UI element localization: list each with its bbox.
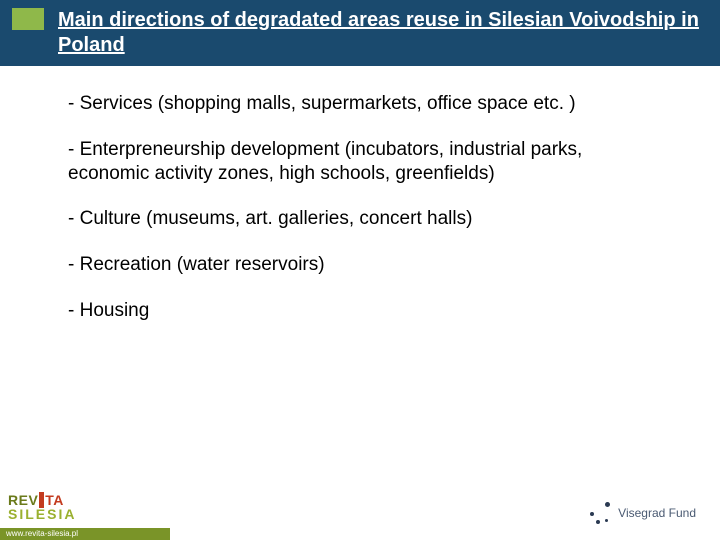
footer: REV TA SILESIA www.revita-silesia.pl Vis… [0,484,720,540]
bullet-housing: - Housing [68,299,662,323]
visegrad-dots-icon [586,500,612,526]
visegrad-fund-logo: Visegrad Fund [586,500,696,526]
visegrad-label: Visegrad Fund [618,506,696,520]
header-accent-square [12,8,44,30]
bullet-culture: - Culture (museums, art. galleries, conc… [68,207,662,231]
bullet-recreation: - Recreation (water reservoirs) [68,253,662,277]
revita-silesia-logo: REV TA SILESIA [8,492,76,522]
slide-title: Main directions of degradated areas reus… [58,8,720,58]
bullet-services: - Services (shopping malls, supermarkets… [68,92,662,116]
bullet-entrepreneurship: - Enterpreneurship development (incubato… [68,138,662,186]
logo-silesia: SILESIA [8,506,76,522]
header-band: Main directions of degradated areas reus… [0,0,720,66]
url-bar: www.revita-silesia.pl [0,528,170,540]
content-area: - Services (shopping malls, supermarkets… [0,66,720,323]
